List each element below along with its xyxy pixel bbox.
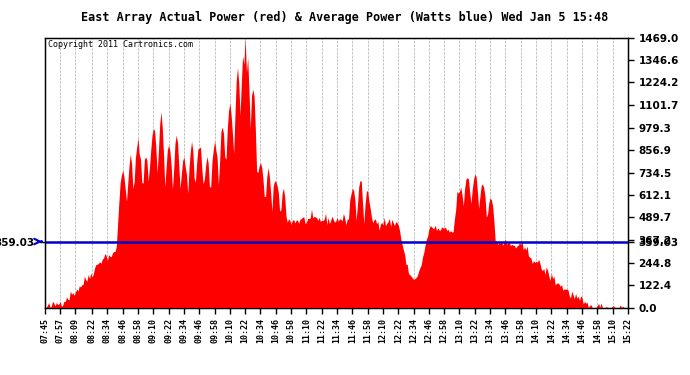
Text: Copyright 2011 Cartronics.com: Copyright 2011 Cartronics.com — [48, 40, 193, 49]
Text: East Array Actual Power (red) & Average Power (Watts blue) Wed Jan 5 15:48: East Array Actual Power (red) & Average … — [81, 11, 609, 24]
